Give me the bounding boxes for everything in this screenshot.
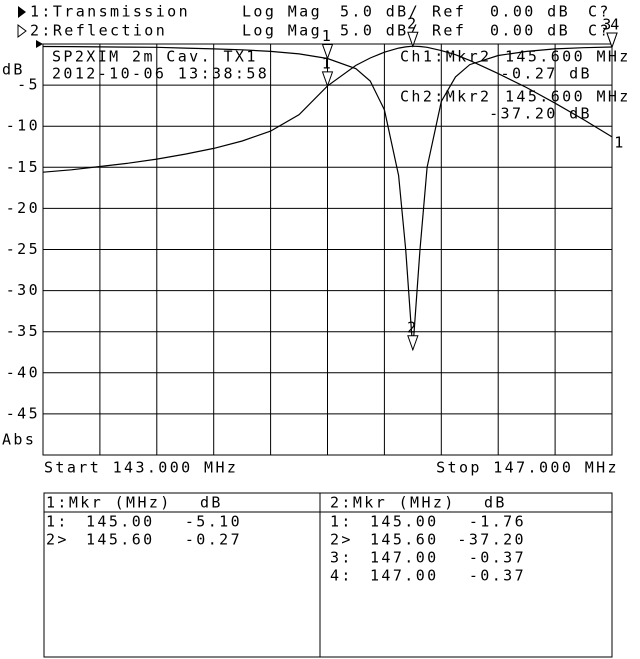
marker-label: 1 bbox=[322, 54, 333, 72]
table-freq: 145.60 bbox=[86, 531, 155, 549]
table-marker: 4: bbox=[330, 567, 353, 585]
start-label: Start 143.000 MHz bbox=[44, 459, 238, 477]
marker-label: 1 bbox=[322, 27, 333, 45]
header-ref: 0.00 dB bbox=[490, 22, 570, 40]
marker bbox=[407, 335, 419, 352]
stop-label: Stop 147.000 MHz bbox=[436, 459, 619, 477]
header-ref-label: Ref bbox=[432, 3, 466, 21]
y-unit-label: dB bbox=[2, 61, 25, 79]
marker bbox=[321, 71, 334, 88]
trace bbox=[42, 45, 613, 173]
trace bbox=[42, 45, 613, 350]
table-freq: 147.00 bbox=[370, 549, 439, 567]
annotation-value: -0.27 dB bbox=[501, 65, 592, 83]
marker-label: 2 bbox=[407, 15, 418, 33]
annotation-label: Ch2:Mkr2 bbox=[400, 88, 491, 106]
marker-label: 2 bbox=[407, 318, 418, 336]
y-tick-label: -35 bbox=[6, 322, 40, 340]
chart-subtitle: 2012-10-06 13:38:58 bbox=[52, 65, 269, 83]
table-db: -0.37 bbox=[469, 567, 526, 585]
table-unit: dB bbox=[484, 494, 507, 512]
header-ref: 0.00 dB bbox=[490, 3, 570, 21]
table-marker: 3: bbox=[330, 549, 353, 567]
table-freq: 145.00 bbox=[86, 513, 155, 531]
header-scale: 5.0 dB/ bbox=[340, 3, 420, 21]
annotation-value: -37.20 dB bbox=[489, 105, 592, 123]
annotation-freq: 145.600 MHz bbox=[505, 88, 631, 106]
table-db: -37.20 bbox=[457, 531, 526, 549]
table-marker: 2> bbox=[46, 531, 69, 549]
ref-pointer bbox=[36, 40, 43, 48]
y-tick-label: -20 bbox=[6, 199, 40, 217]
table-freq: 145.00 bbox=[370, 513, 439, 531]
y-tick-label: -30 bbox=[6, 281, 40, 299]
marker-label: 4 bbox=[610, 16, 621, 34]
table-db: -1.76 bbox=[469, 513, 526, 531]
table-title: 1:Mkr (MHz) bbox=[46, 494, 172, 512]
y-tick-label: -40 bbox=[6, 363, 40, 381]
marker bbox=[407, 31, 419, 48]
marker bbox=[321, 43, 334, 60]
table-db: -5.10 bbox=[185, 513, 242, 531]
header-format: Log Mag bbox=[242, 3, 322, 21]
table-db: -0.37 bbox=[469, 549, 526, 567]
y-tick-label: -5 bbox=[17, 76, 40, 94]
annotation-freq: 145.600 MHz bbox=[505, 48, 631, 66]
header-cal: C? bbox=[588, 22, 611, 40]
y-tick-label: -10 bbox=[6, 117, 40, 135]
table-freq: 145.60 bbox=[370, 531, 439, 549]
trace-icon bbox=[17, 24, 27, 38]
table-marker: 2> bbox=[330, 531, 353, 549]
marker bbox=[606, 32, 618, 49]
header-format: Log Mag bbox=[242, 22, 322, 40]
header-cal: C? bbox=[588, 3, 611, 21]
table-unit: dB bbox=[200, 494, 223, 512]
active-trace-icon bbox=[18, 6, 26, 18]
y-bottom-label: Abs bbox=[2, 431, 36, 449]
chart-title: SP2XIM 2m Cav. TX1 bbox=[52, 48, 258, 66]
header-trace: 2:Reflection bbox=[30, 22, 167, 40]
marker-label: 3 bbox=[602, 16, 613, 34]
y-tick-label: -15 bbox=[6, 158, 40, 176]
y-tick-label: -25 bbox=[6, 240, 40, 258]
table-marker: 1: bbox=[46, 513, 69, 531]
annotation-label: Ch1:Mkr2 bbox=[400, 48, 491, 66]
marker-table-frame bbox=[43, 492, 613, 658]
trace-end-label: 1 bbox=[614, 133, 625, 151]
table-title: 2:Mkr (MHz) bbox=[330, 494, 456, 512]
header-ref-label: Ref bbox=[432, 22, 466, 40]
table-freq: 147.00 bbox=[370, 567, 439, 585]
table-marker: 1: bbox=[330, 513, 353, 531]
header-trace: 1:Transmission bbox=[30, 3, 190, 21]
table-db: -0.27 bbox=[185, 531, 242, 549]
y-tick-label: -45 bbox=[6, 404, 40, 422]
header-scale: 5.0 dB/ bbox=[340, 22, 420, 40]
